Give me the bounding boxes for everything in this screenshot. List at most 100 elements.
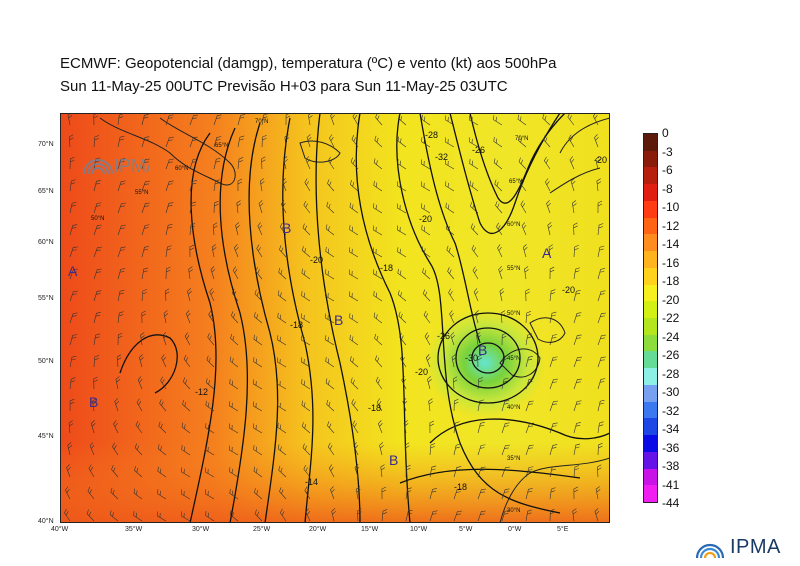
wind-barb: [229, 356, 239, 368]
wind-barb: [305, 508, 311, 522]
colorbar-tick-label: -36: [662, 440, 680, 455]
wind-barb: [351, 134, 359, 148]
wind-barb: [549, 465, 557, 478]
wind-barb: [255, 267, 263, 280]
wind-barb: [525, 422, 534, 434]
wind-barb: [135, 420, 143, 434]
wind-barb: [157, 466, 167, 478]
colorbar-tick-label: -34: [662, 422, 680, 436]
colorbar-tick-label: -22: [662, 311, 680, 325]
wind-barb: [399, 333, 407, 346]
wind-barb: [189, 223, 196, 236]
wind-barb: [206, 355, 215, 368]
wind-barb: [501, 466, 510, 478]
wind-barb: [253, 379, 263, 390]
wind-barb: [330, 486, 335, 500]
wind-barb: [205, 489, 215, 500]
wind-barb: [573, 244, 579, 258]
wind-barb: [159, 399, 167, 412]
wind-barb: [253, 466, 263, 478]
wind-barb: [93, 376, 98, 390]
wind-barb: [570, 178, 576, 192]
wind-barb: [353, 442, 359, 456]
lat-tick-label: 45°N: [38, 433, 54, 440]
wind-barb: [277, 357, 287, 368]
lon-tick-label: 10°W: [410, 526, 428, 533]
wind-barb: [183, 354, 191, 368]
lat-tick-label: 65°N: [38, 188, 54, 195]
wind-barb: [259, 178, 265, 192]
wind-barb: [117, 311, 124, 324]
wind-barb: [302, 422, 311, 434]
wind-barb: [522, 244, 528, 258]
wind-barb: [525, 400, 534, 412]
wind-barb: [470, 223, 479, 236]
wind-barb: [277, 312, 287, 324]
wind-barb: [381, 509, 388, 522]
wind-barb: [237, 178, 243, 192]
wind-barb: [165, 136, 174, 148]
wind-barb: [422, 267, 431, 280]
wind-barb: [445, 159, 455, 170]
wind-barb: [519, 178, 527, 192]
wind-barb: [137, 376, 143, 390]
wind-barb: [549, 444, 558, 456]
wind-barb: [497, 244, 503, 258]
wind-barb: [229, 423, 239, 434]
lat-tick-label: 40°N: [38, 518, 54, 525]
wind-barb: [115, 376, 121, 390]
wind-barb: [374, 355, 383, 368]
wind-barb: [277, 379, 287, 390]
wind-barb: [425, 354, 431, 368]
wind-barb: [597, 312, 606, 324]
wind-barb: [134, 443, 143, 456]
svg-text:45°N: 45°N: [507, 356, 520, 362]
wind-barb: [205, 445, 215, 456]
wind-barb: [397, 225, 407, 236]
wind-barb: [543, 156, 551, 170]
wind-barb: [69, 156, 75, 170]
wind-barb: [568, 134, 575, 148]
wind-barb: [117, 246, 126, 258]
wind-barb: [427, 376, 432, 390]
wind-barb: [405, 464, 411, 478]
svg-text:55°N: 55°N: [507, 266, 520, 272]
wind-barb: [110, 487, 119, 500]
wind-barb: [189, 180, 197, 192]
wind-barb: [232, 266, 239, 280]
colorbar-segment: [644, 234, 657, 252]
svg-text:30°N: 30°N: [507, 508, 520, 514]
wind-barb: [571, 200, 577, 214]
wind-barb: [69, 312, 78, 324]
wind-barb: [230, 311, 239, 324]
lon-tick-label: 25°W: [253, 526, 271, 533]
wind-barb: [304, 178, 311, 192]
wind-barb: [404, 442, 410, 456]
wind-barb: [501, 400, 510, 412]
wind-barb: [573, 400, 582, 412]
svg-text:55°N: 55°N: [135, 190, 148, 196]
wind-barb: [157, 489, 167, 500]
wind-barb: [597, 399, 605, 412]
wind-barb: [525, 288, 530, 302]
wind-barb: [277, 290, 287, 302]
wind-barb: [597, 290, 606, 302]
wind-barb: [567, 112, 575, 126]
wind-barb: [165, 114, 174, 126]
wind-barb: [210, 266, 216, 280]
wind-barb: [141, 180, 150, 192]
svg-text:-32: -32: [435, 152, 448, 162]
wind-barb: [141, 136, 150, 148]
ipma-logo-icon: [695, 543, 725, 559]
lat-tick-label: 50°N: [38, 358, 54, 365]
wind-barb: [181, 489, 191, 500]
wind-barb: [547, 222, 553, 236]
wind-barb: [397, 136, 407, 148]
wind-barb: [405, 509, 413, 522]
wind-barb: [209, 288, 215, 302]
svg-text:IPMA: IPMA: [114, 156, 150, 176]
wind-barb: [374, 333, 383, 346]
wind-barb: [165, 245, 172, 258]
wind-barb: [141, 289, 148, 302]
colorbar-tick-label: -20: [662, 292, 680, 307]
